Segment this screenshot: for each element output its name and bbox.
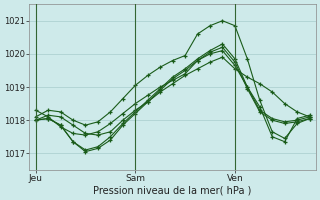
X-axis label: Pression niveau de la mer( hPa ): Pression niveau de la mer( hPa ) bbox=[93, 186, 252, 196]
